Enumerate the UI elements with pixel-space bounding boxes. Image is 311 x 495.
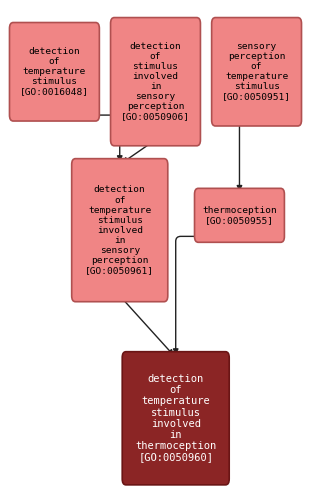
FancyBboxPatch shape	[111, 17, 201, 146]
FancyBboxPatch shape	[9, 23, 100, 121]
Text: detection
of
temperature
stimulus
[GO:0016048]: detection of temperature stimulus [GO:00…	[20, 47, 89, 97]
Text: sensory
perception
of
temperature
stimulus
[GO:0050951]: sensory perception of temperature stimul…	[222, 42, 291, 101]
Text: detection
of
stimulus
involved
in
sensory
perception
[GO:0050906]: detection of stimulus involved in sensor…	[121, 42, 190, 121]
FancyBboxPatch shape	[72, 158, 168, 301]
FancyBboxPatch shape	[122, 351, 229, 485]
Text: detection
of
temperature
stimulus
involved
in
thermoception
[GO:0050960]: detection of temperature stimulus involv…	[135, 374, 216, 462]
Text: thermoception
[GO:0050955]: thermoception [GO:0050955]	[202, 206, 277, 225]
FancyBboxPatch shape	[211, 18, 302, 126]
FancyBboxPatch shape	[195, 189, 284, 243]
Text: detection
of
temperature
stimulus
involved
in
sensory
perception
[GO:0050961]: detection of temperature stimulus involv…	[85, 186, 154, 275]
